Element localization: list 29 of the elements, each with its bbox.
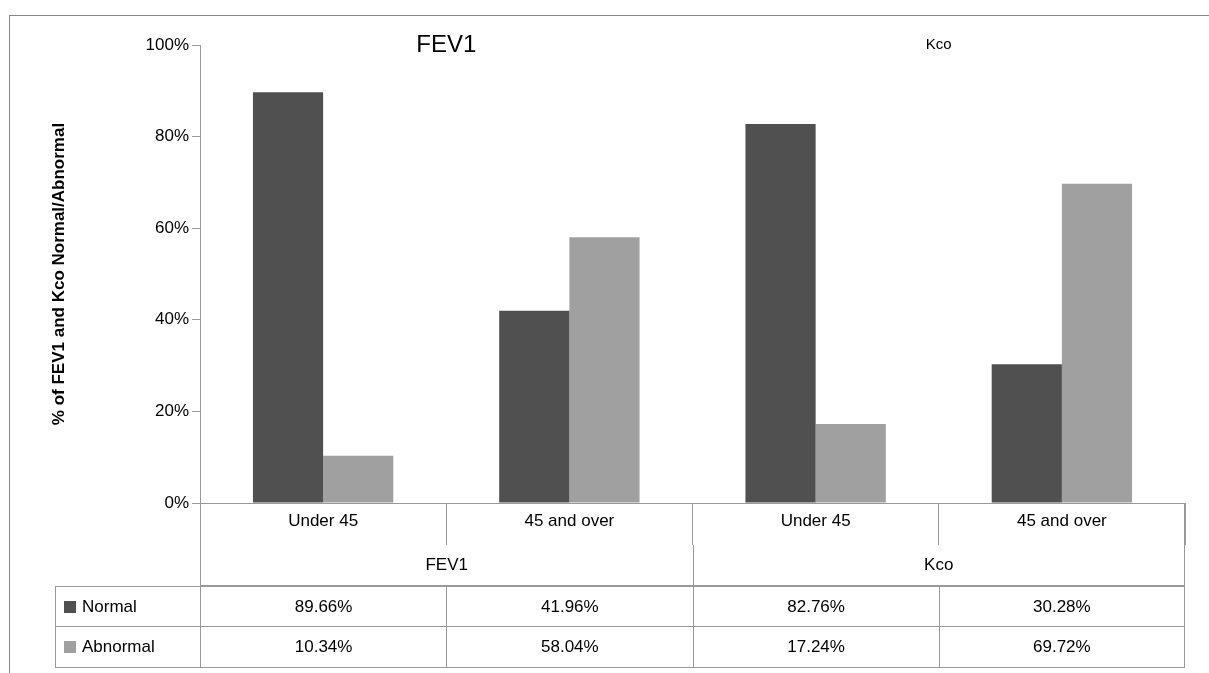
x-tick-label: 45 and over xyxy=(524,510,615,530)
legend-label: Normal xyxy=(82,596,137,617)
data-label: 58.04% xyxy=(446,627,693,668)
y-tick-label: 100% xyxy=(145,34,189,54)
x-tick-label: Under 45 xyxy=(780,510,851,530)
y-tick-label: 40% xyxy=(154,309,189,329)
data-label: 30.28% xyxy=(938,586,1185,627)
text: Kco xyxy=(692,545,1185,586)
bar xyxy=(991,364,1062,503)
y-tick-label: 20% xyxy=(154,401,189,421)
bar xyxy=(499,310,570,503)
data-label: 41.96% xyxy=(446,586,693,627)
bar xyxy=(252,92,324,503)
y-tick-label: 60% xyxy=(154,217,189,237)
y-tick-label: 0% xyxy=(164,492,189,512)
legend-label: Abnormal xyxy=(82,637,155,657)
x-tick-label: 45 and over xyxy=(1016,510,1108,530)
annotation: FEV1 xyxy=(416,29,477,57)
data-label: 89.66% xyxy=(200,586,447,627)
text: FEV1 xyxy=(200,545,693,586)
data-label: 69.72% xyxy=(938,627,1185,668)
data-label: 17.24% xyxy=(692,627,939,668)
x-tick-label: Under 45 xyxy=(288,510,359,530)
y-axis-title: % of FEV1 and Kco Normal/Abnormal xyxy=(48,122,68,426)
annotation: Kco xyxy=(925,35,952,53)
data-label: 10.34% xyxy=(200,627,447,668)
bar xyxy=(745,123,816,503)
data-label: 82.76% xyxy=(692,586,939,627)
y-tick-label: 80% xyxy=(154,126,189,146)
